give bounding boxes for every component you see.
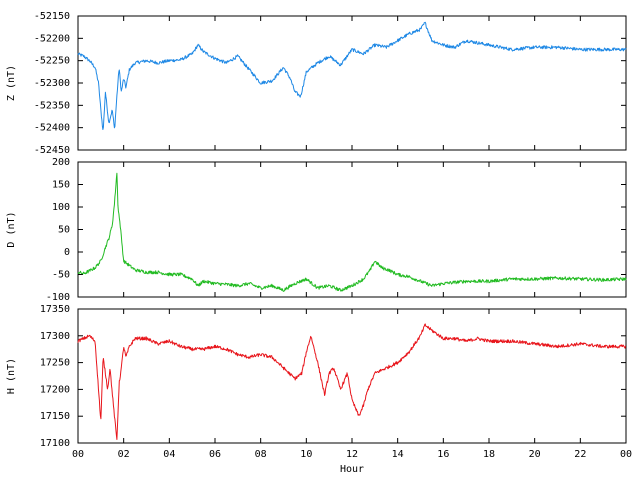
- panel-h-ytick-label: 17150: [40, 411, 70, 422]
- panel-h-ytick-label: 17200: [40, 384, 70, 395]
- panel-h-xtick-label: 00: [620, 449, 632, 460]
- panel-z-ytick-label: -52250: [34, 56, 70, 67]
- panel-h-ytick-label: 17350: [40, 304, 70, 315]
- panel-z-ytick-label: -52400: [34, 123, 70, 134]
- panel-d-ytick-label: 50: [58, 225, 70, 236]
- panel-h-xtick-label: 08: [255, 449, 267, 460]
- panel-d-ylabel: D (nT): [6, 211, 17, 247]
- panel-z-trace: [77, 21, 627, 130]
- panel-z: -52150 -52200 -52250 -52300 -52350 -52400 -524…: [6, 11, 627, 156]
- panel-d-ytick-label: -50: [52, 270, 70, 281]
- panel-z-ytick-label: -52200: [34, 33, 70, 44]
- panel-d: 200 150 100 50 0 -50 -100 D (nT): [6, 157, 627, 303]
- panel-h-xtick-label: 06: [209, 449, 221, 460]
- panel-h-trace: [77, 323, 626, 440]
- panel-d-ytick-label: 150: [52, 180, 70, 191]
- panel-h-ytick-label: 17300: [40, 331, 70, 342]
- panel-z-ytick-label: -52300: [34, 78, 70, 89]
- panel-h-xtick-label: 18: [483, 449, 495, 460]
- panel-z-ylabel: Z (nT): [6, 65, 17, 101]
- panel-h-ytick-label: 17250: [40, 358, 70, 369]
- panel-z-ytick-label: -52150: [34, 11, 70, 22]
- panel-h-xtick-label: 04: [163, 449, 175, 460]
- panel-h-xtick-label: 10: [300, 449, 312, 460]
- panel-h-xtick-label: 16: [437, 449, 449, 460]
- panel-h-xlabel: Hour: [340, 464, 364, 475]
- panel-z-ytick-label: -52450: [34, 145, 70, 156]
- panel-h-xtick-label: 14: [392, 449, 404, 460]
- panel-h-frame: [77, 308, 627, 444]
- panel-d-ytick-label: 100: [52, 202, 70, 213]
- panel-d-ytick-label: 0: [64, 247, 70, 258]
- panel-h-xtick-label: 02: [118, 449, 130, 460]
- panel-h-xtick-label: 12: [346, 449, 358, 460]
- panel-d-ytick-label: -100: [46, 292, 70, 303]
- panel-d-trace: [77, 172, 627, 292]
- panel-d-ytick-label: 200: [52, 157, 70, 168]
- panel-h-ytick-label: 17100: [40, 438, 70, 449]
- panel-h-xtick-label: 00: [72, 449, 84, 460]
- panel-h-xtick-label: 20: [529, 449, 541, 460]
- panel-z-frame: [77, 15, 627, 151]
- panel-h-xtick-label: 22: [574, 449, 586, 460]
- panel-h-ylabel: H (nT): [6, 358, 17, 394]
- panel-d-frame: [77, 161, 627, 298]
- panel-z-ytick-label: -52350: [34, 100, 70, 111]
- panel-h: 17350 17300 17250 17200 17150 17100 H (nT) 00 02…: [6, 304, 632, 475]
